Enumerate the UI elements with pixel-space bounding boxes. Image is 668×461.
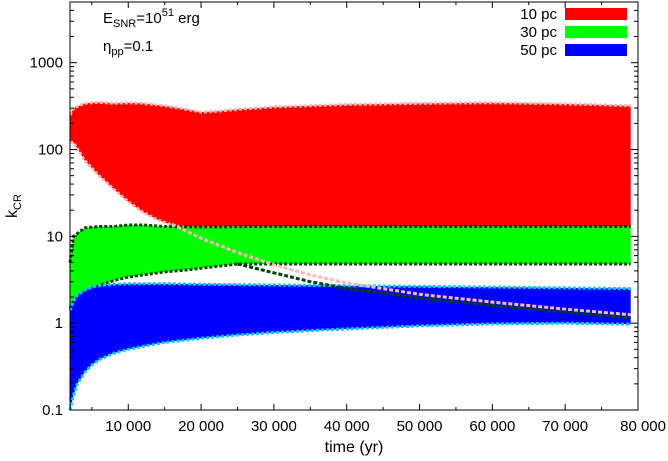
y-tick-label: 10 xyxy=(46,228,63,245)
legend-swatch-2 xyxy=(565,44,627,56)
series-bands xyxy=(68,100,631,411)
legend-label-1: 30 pc xyxy=(520,24,557,41)
legend-label-2: 50 pc xyxy=(520,42,557,59)
y-axis-label: kCR xyxy=(4,194,24,218)
series-tail-lines xyxy=(171,222,631,320)
tail-line-1 xyxy=(237,262,631,320)
y-tick-label: 1 xyxy=(55,315,63,332)
y-axis-label-sub: CR xyxy=(12,194,24,210)
band-upper-edge-0 xyxy=(68,100,631,116)
x-tick-label: 10 000 xyxy=(105,418,151,435)
x-tick-label: 80 000 xyxy=(620,418,666,435)
band-upper-edge-1 xyxy=(68,223,631,263)
legend-swatch-1 xyxy=(565,26,627,38)
legend-label-0: 10 pc xyxy=(520,6,557,23)
x-axis-ticks: 10 000 20 000 30 000 40 000 50 000 60 000 70 0… xyxy=(91,2,666,435)
x-tick-label: 30 000 xyxy=(251,418,297,435)
tail-line-0 xyxy=(171,222,631,317)
plot-frame xyxy=(69,1,639,411)
y-tick-label: 100 xyxy=(38,142,63,159)
x-tick-label: 20 000 xyxy=(178,418,224,435)
y-tick-label: 1000 xyxy=(30,55,63,72)
y-axis-label-main: k xyxy=(4,209,21,218)
x-tick-label: 60 000 xyxy=(469,418,515,435)
legend-swatch-0 xyxy=(565,8,627,20)
y-tick-label: 0.1 xyxy=(42,402,63,419)
band-1 xyxy=(70,225,631,308)
x-tick-label: 70 000 xyxy=(542,418,588,435)
band-upper-edge-2 xyxy=(68,282,631,312)
x-axis-label: time (yr) xyxy=(325,439,384,456)
x-tick-label: 40 000 xyxy=(324,418,370,435)
y-axis-ticks: 0.1 1 10 100 1000 xyxy=(30,9,638,419)
band-2 xyxy=(70,283,631,410)
annotations: ESNR=1051 erg ηpp=0.1 xyxy=(103,7,200,58)
band-lower-edge-2 xyxy=(68,321,631,411)
annotation-energy: ESNR=1051 erg xyxy=(103,7,200,30)
band-0 xyxy=(70,102,631,228)
annotation-eta: ηpp=0.1 xyxy=(103,38,153,58)
x-tick-label: 50 000 xyxy=(397,418,443,435)
